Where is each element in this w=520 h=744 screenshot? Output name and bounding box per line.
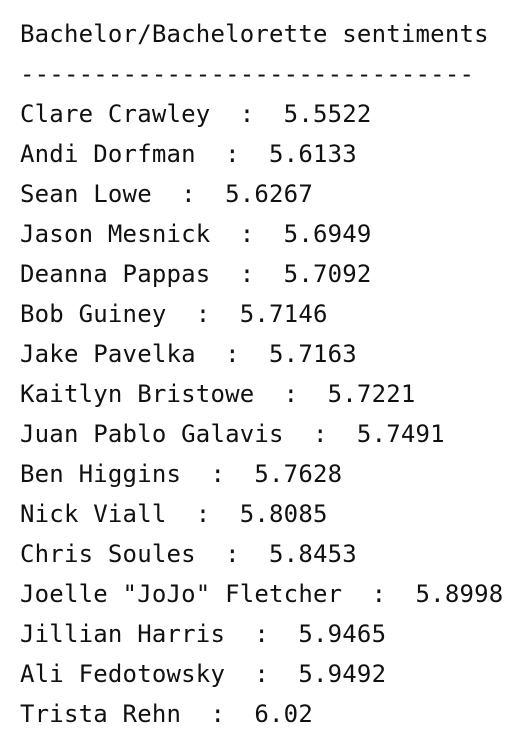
sentiment-row: Clare Crawley : 5.5522 (20, 100, 372, 128)
sentiment-row: Ali Fedotowsky : 5.9492 (20, 660, 387, 688)
sentiment-row: Jake Pavelka : 5.7163 (20, 340, 357, 368)
sentiment-row: Chris Soules : 5.8453 (20, 540, 357, 568)
console-output: Bachelor/Bachelorette sentiments -------… (20, 14, 515, 734)
sentiment-row: Trista Rehn : 6.02 (20, 700, 313, 728)
sentiment-row: Deanna Pappas : 5.7092 (20, 260, 372, 288)
sentiment-row: Andi Dorfman : 5.6133 (20, 140, 357, 168)
sentiment-row: Jason Mesnick : 5.6949 (20, 220, 372, 248)
sentiment-row: Jillian Harris : 5.9465 (20, 620, 387, 648)
sentiment-row: Juan Pablo Galavis : 5.7491 (20, 420, 445, 448)
sentiment-row: Joelle "JoJo" Fletcher : 5.8998 (20, 580, 504, 608)
sentiment-row: Ben Higgins : 5.7628 (20, 460, 343, 488)
sentiment-row: Sean Lowe : 5.6267 (20, 180, 313, 208)
sentiment-row: Nick Viall : 5.8085 (20, 500, 328, 528)
output-title: Bachelor/Bachelorette sentiments (20, 20, 489, 48)
output-separator: ------------------------------- (20, 60, 475, 88)
sentiment-row: Bob Guiney : 5.7146 (20, 300, 328, 328)
sentiment-row: Kaitlyn Bristowe : 5.7221 (20, 380, 416, 408)
